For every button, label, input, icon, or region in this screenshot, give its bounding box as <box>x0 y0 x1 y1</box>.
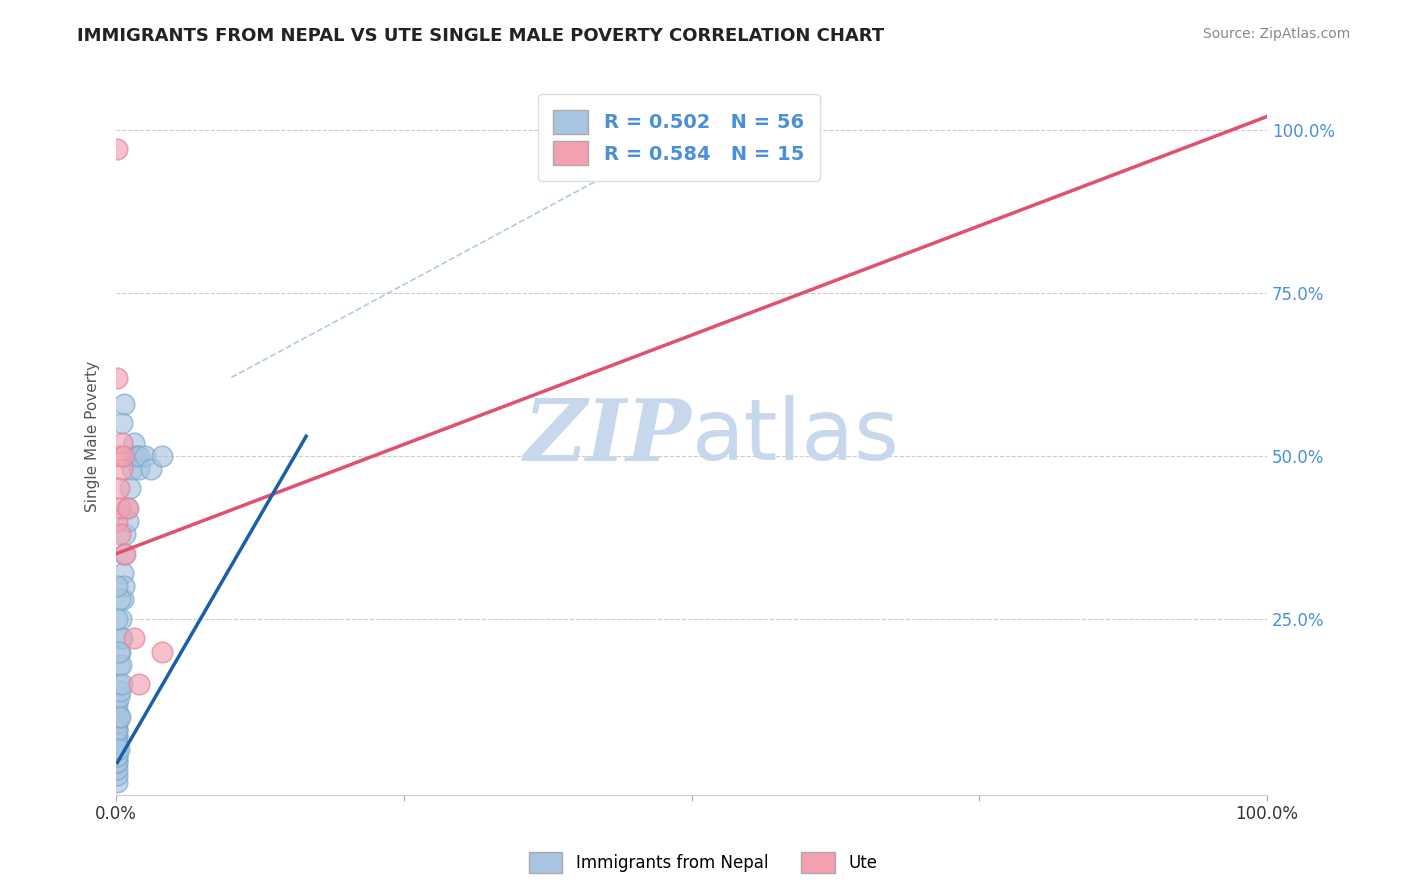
Legend: Immigrants from Nepal, Ute: Immigrants from Nepal, Ute <box>522 846 884 880</box>
Point <box>107 756 129 770</box>
Point <box>108 527 131 541</box>
Point <box>107 677 129 691</box>
Point <box>107 514 129 528</box>
Point <box>139 462 162 476</box>
Point <box>111 435 134 450</box>
Legend: R = 0.502   N = 56, R = 0.584   N = 15: R = 0.502 N = 56, R = 0.584 N = 15 <box>538 95 820 181</box>
Point <box>122 435 145 450</box>
Point <box>107 736 129 750</box>
Point <box>107 723 129 737</box>
Point <box>107 697 129 711</box>
Point <box>107 710 129 724</box>
Point <box>112 397 135 411</box>
Text: ZIP: ZIP <box>523 394 692 478</box>
Point <box>111 462 134 476</box>
Point <box>115 501 138 516</box>
Point <box>107 730 129 744</box>
Point <box>111 416 134 430</box>
Point <box>107 579 129 593</box>
Point <box>107 142 129 156</box>
Text: Source: ZipAtlas.com: Source: ZipAtlas.com <box>1202 27 1350 41</box>
Point <box>128 462 150 476</box>
Point <box>111 677 134 691</box>
Point <box>122 449 145 463</box>
Text: atlas: atlas <box>692 395 900 478</box>
Point <box>112 547 135 561</box>
Point <box>107 775 129 789</box>
Point <box>117 501 139 516</box>
Point <box>107 748 129 763</box>
Point <box>107 742 129 756</box>
Point <box>108 592 131 607</box>
Point <box>110 657 132 672</box>
Text: IMMIGRANTS FROM NEPAL VS UTE SINGLE MALE POVERTY CORRELATION CHART: IMMIGRANTS FROM NEPAL VS UTE SINGLE MALE… <box>77 27 884 45</box>
Point <box>107 482 129 496</box>
Point <box>107 768 129 782</box>
Point <box>107 756 129 770</box>
Point <box>107 762 129 776</box>
Point <box>107 657 129 672</box>
Point <box>107 449 129 463</box>
Point <box>107 716 129 731</box>
Point <box>108 501 131 516</box>
Point <box>107 703 129 717</box>
Point <box>122 632 145 646</box>
Point <box>112 449 135 463</box>
Point <box>107 742 129 756</box>
Point <box>112 579 135 593</box>
Point <box>107 710 129 724</box>
Point <box>121 462 143 476</box>
Point <box>114 527 136 541</box>
Point <box>108 683 131 698</box>
Point <box>150 644 173 658</box>
Point <box>108 644 131 658</box>
Point <box>107 730 129 744</box>
Point <box>107 736 129 750</box>
Point <box>114 547 136 561</box>
Point <box>112 566 135 581</box>
Point <box>107 370 129 384</box>
Point <box>107 723 129 737</box>
Point <box>112 592 135 607</box>
Point <box>150 449 173 463</box>
Point <box>128 677 150 691</box>
Point <box>107 742 129 756</box>
Y-axis label: Single Male Poverty: Single Male Poverty <box>86 360 100 512</box>
Point <box>125 449 148 463</box>
Point <box>110 612 132 626</box>
Point <box>128 449 150 463</box>
Point <box>107 748 129 763</box>
Point <box>111 632 134 646</box>
Point <box>110 632 132 646</box>
Point <box>107 644 129 658</box>
Point <box>108 710 131 724</box>
Point <box>107 716 129 731</box>
Point <box>107 690 129 705</box>
Point <box>117 514 139 528</box>
Point <box>107 612 129 626</box>
Point <box>120 482 142 496</box>
Point <box>134 449 156 463</box>
